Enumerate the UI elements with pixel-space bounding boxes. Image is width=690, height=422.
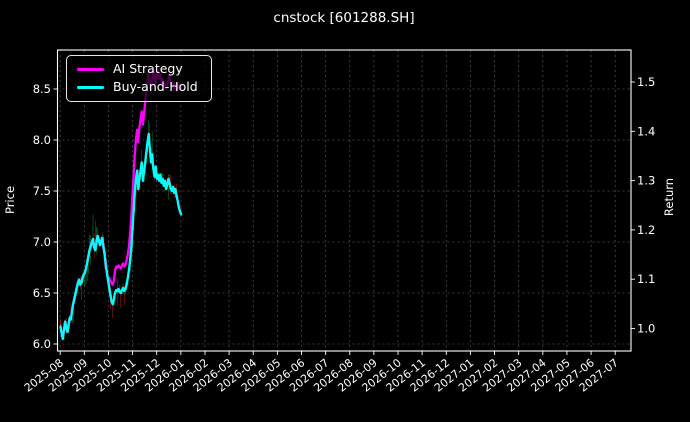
- price-tick-label: 7.5: [33, 184, 51, 198]
- price-axis-label: Price: [3, 186, 17, 214]
- return-axis-label: Return: [662, 178, 676, 216]
- price-tick-label: 8.0: [33, 133, 51, 147]
- axis-ticks-layer: [53, 81, 635, 355]
- return-tick-label: 1.1: [637, 272, 655, 286]
- buy-and-hold-line: [59, 132, 183, 341]
- legend-item-ai-strategy: AI Strategy: [77, 63, 201, 76]
- buy-and-hold-line-swatch: [77, 85, 104, 90]
- right-tick-labels: 1.0 1.1 1.2 1.3 1.4 1.5: [637, 75, 655, 336]
- legend-label-ai-strategy: AI Strategy: [113, 61, 183, 77]
- left-tick-labels: 6.0 6.5 7.0 7.5 8.0 8.5: [33, 82, 51, 351]
- legend-item-buy-and-hold: Buy-and-Hold: [77, 81, 201, 94]
- price-tick-label: 8.5: [33, 82, 51, 96]
- return-tick-label: 1.2: [637, 223, 655, 237]
- price-tick-label: 6.0: [33, 337, 51, 351]
- chart-title: cnstock [601288.SH]: [273, 10, 414, 26]
- ai-strategy-line-swatch: [77, 67, 104, 72]
- legend-label-buy-and-hold: Buy-and-Hold: [113, 79, 198, 95]
- chart-legend: AI Strategy Buy-and-Hold: [66, 55, 212, 102]
- price-tick-label: 6.5: [33, 286, 51, 300]
- return-tick-label: 1.5: [637, 75, 655, 89]
- return-tick-label: 1.4: [637, 124, 655, 138]
- return-tick-label: 1.0: [637, 322, 655, 336]
- return-tick-label: 1.3: [637, 174, 655, 188]
- plot-frame: [56, 49, 632, 352]
- candles-layer: [60, 119, 182, 341]
- x-tick-labels: 2025-082025-092025-102025-112025-122026-…: [22, 356, 621, 395]
- price-tick-label: 7.0: [33, 235, 51, 249]
